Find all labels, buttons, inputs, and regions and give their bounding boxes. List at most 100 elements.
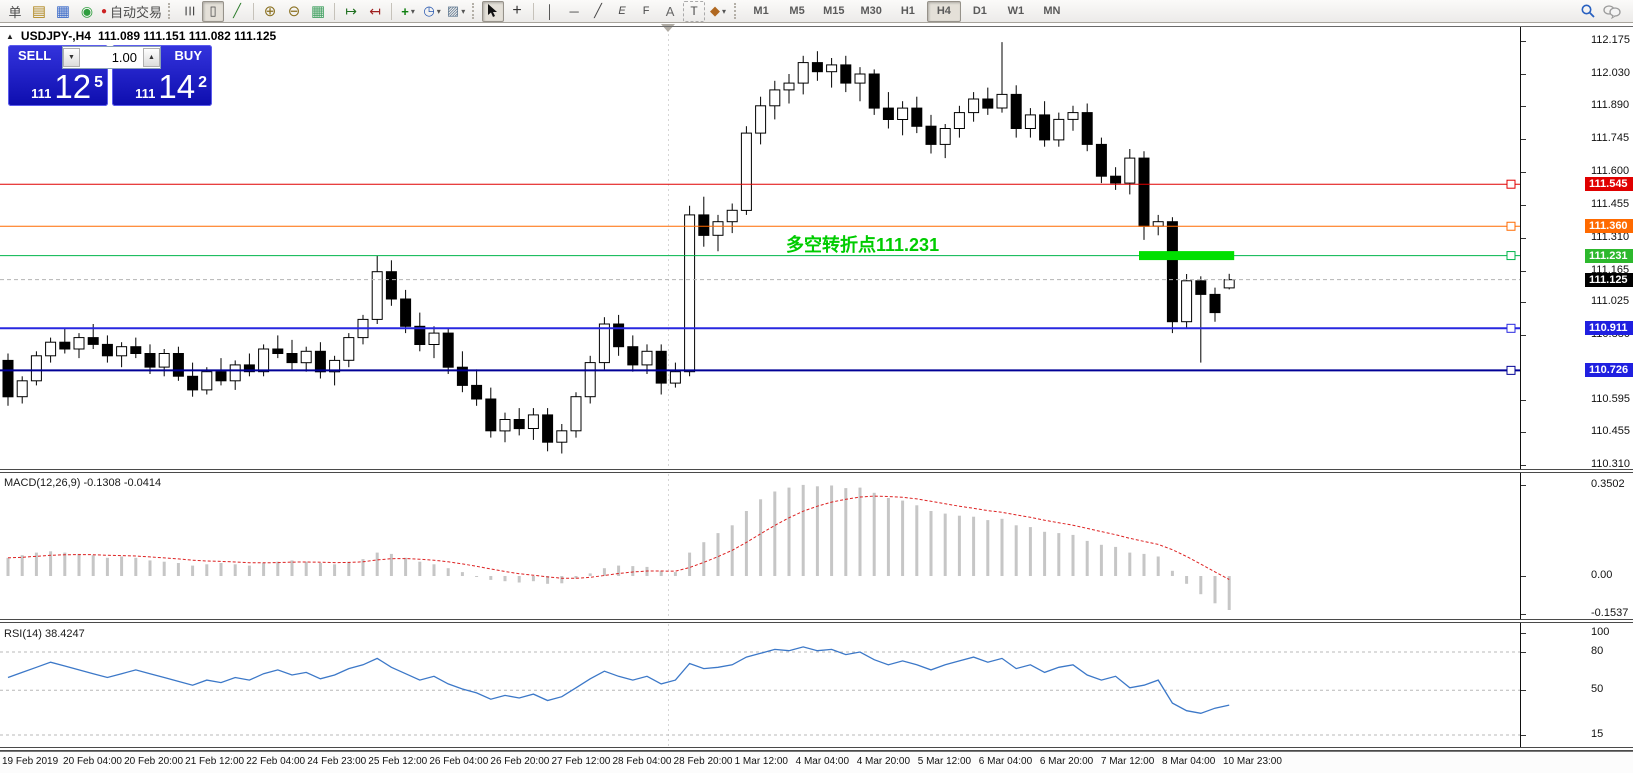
axis-tick-mark (1521, 484, 1526, 486)
new-order-button[interactable]: 单 (4, 1, 26, 22)
zoom-in-button[interactable]: ⊕ (263, 3, 277, 20)
sell-price: 111 12 5 (31, 68, 103, 105)
time-tick-label: 7 Mar 12:00 (1100, 756, 1155, 767)
buy-label: BUY (174, 48, 202, 63)
time-tick-label: 4 Mar 04:00 (795, 756, 850, 767)
zoom-out-button[interactable]: ⊖ (287, 3, 301, 20)
label-tool-button[interactable]: T (683, 0, 706, 22)
autotrading-button[interactable]: ● 自动交易 (100, 1, 163, 22)
chat-button[interactable] (1601, 1, 1623, 22)
timeframe-button-m1[interactable]: M1 (753, 5, 769, 17)
level-price-badge: 110.911 (1585, 321, 1633, 336)
timeframe-button-w1[interactable]: W1 (1007, 5, 1025, 17)
toolbar-gripper[interactable] (734, 3, 739, 19)
time-axis[interactable]: 19 Feb 2019 20 Feb 04:00 20 Feb 20:00 21 Fe… (0, 751, 1633, 773)
main-toolbar: 单 ▤ ▦ ◉ ● 自动交易 ☰ ▯ ╱ ⊕ ⊖ ▦ ↦ ↤ + ▾ ◷ ▾ ▨ ▾ … (0, 0, 1633, 23)
price-tick-label: 110.455 (1591, 424, 1630, 437)
time-tick-label: 28 Feb 20:00 (673, 756, 733, 767)
text-tool-button[interactable]: A (665, 3, 675, 19)
toolbar-gripper[interactable] (472, 3, 477, 19)
rsi-tick-label: 50 (1591, 683, 1604, 696)
new-chart-icon[interactable]: ▦ (55, 3, 71, 20)
time-tick-label: 1 Mar 12:00 (734, 756, 788, 767)
search-button[interactable] (1577, 1, 1599, 22)
time-tick-label: 28 Feb 04:00 (612, 756, 672, 767)
collapse-marker-icon[interactable]: ▲ (6, 31, 14, 41)
axis-tick-mark (1521, 302, 1526, 304)
axis-tick-mark (1521, 431, 1526, 433)
volume-increase-button[interactable]: ▲ (143, 48, 160, 67)
macd-tick-label: -0.1537 (1591, 607, 1629, 619)
alerts-icon[interactable]: ◉ (80, 2, 94, 19)
chart-window-border (0, 26, 1633, 27)
indicators-button[interactable]: + ▾ (397, 1, 419, 22)
rsi-indicator-label: RSI(14) 38.4247 (4, 628, 85, 640)
axis-tick-mark (1521, 400, 1526, 402)
symbol-period-label: USDJPY-,H4 (20, 29, 91, 43)
axis-tick-mark (1521, 204, 1526, 206)
price-tick-label: 111.025 (1591, 295, 1630, 308)
indicators-icon: + (401, 3, 409, 19)
shapes-button[interactable]: ◆ ▾ (707, 1, 729, 22)
buy-price-pip: 2 (198, 74, 207, 91)
price-chart-canvas[interactable] (0, 0, 1520, 773)
template-icon: ▨ (446, 3, 460, 18)
chart-shift-button[interactable]: ↤ (369, 2, 381, 19)
search-icon (1581, 4, 1595, 18)
market-watch-icon[interactable]: ▤ (31, 3, 47, 20)
rsi-tick-label: 15 (1591, 728, 1604, 740)
level-price-badge: 111.360 (1585, 219, 1633, 234)
sell-label: SELL (18, 48, 52, 63)
macd-indicator-label: MACD(12,26,9) -0.1308 -0.0414 (4, 477, 162, 489)
timeframe-button-h1[interactable]: H1 (900, 5, 915, 17)
time-tick-label: 19 Feb 2019 (2, 756, 59, 767)
axis-tick-mark (1521, 138, 1526, 140)
chevron-down-icon: ▾ (722, 6, 727, 16)
pane-splitter-macd[interactable] (0, 469, 1633, 473)
templates-button[interactable]: ▨ ▾ (445, 1, 467, 22)
price-tick-label: 110.595 (1591, 393, 1630, 406)
price-axis[interactable]: 112.175 112.030 111.890 111.745 111.600 111.4… (1520, 27, 1633, 751)
vertical-line-button[interactable]: │ (546, 3, 555, 19)
candlestick-chart-button[interactable]: ▯ (202, 0, 225, 22)
crosshair-button[interactable]: + (512, 2, 522, 19)
line-chart-icon: ╱ (233, 3, 241, 18)
time-tick-label: 20 Feb 20:00 (124, 756, 184, 767)
sell-price-big: 12 (54, 68, 92, 105)
pivot-annotation-text[interactable]: 多空转折点111.231 (786, 235, 940, 255)
volume-field[interactable]: 1.00 (111, 50, 137, 65)
level-price-badge: 110.726 (1585, 363, 1633, 378)
timeframe-button-m5[interactable]: M5 (789, 5, 805, 17)
timeframe-button-h4[interactable]: H4 (926, 0, 961, 22)
auto-scroll-button[interactable]: ↦ (345, 2, 357, 19)
timeframe-group: M1 M5 M15 M30 H1 H4 D1 W1 MN (743, 0, 1070, 22)
axis-tick-mark (1521, 464, 1526, 466)
toolbar-gripper[interactable] (168, 3, 173, 19)
shapes-icon: ◆ (710, 3, 721, 18)
one-click-trading-panel: SELL 111 12 5 BUY 111 14 2 ▼ 1.00 ▲ (8, 45, 212, 106)
tile-windows-button[interactable]: ▦ (310, 3, 326, 20)
bar-chart-button[interactable]: ☰ (178, 1, 200, 22)
channel-button[interactable]: E (618, 5, 626, 17)
timeframe-button-m30[interactable]: M30 (860, 5, 882, 17)
timeframe-button-d1[interactable]: D1 (972, 5, 987, 17)
line-chart-button[interactable]: ╱ (226, 1, 248, 22)
periods-button[interactable]: ◷ ▾ (421, 1, 443, 22)
horizontal-line-button[interactable]: ─ (569, 3, 579, 19)
volume-decrease-button[interactable]: ▼ (63, 48, 80, 67)
price-tick-label: 111.600 (1591, 164, 1630, 177)
time-tick-label: 26 Feb 04:00 (429, 756, 489, 767)
fibonacci-button[interactable]: F (642, 5, 650, 17)
trendline-button[interactable]: ╱ (594, 3, 602, 18)
autotrading-icon: ● (101, 5, 108, 17)
sell-price-prefix: 111 (31, 86, 52, 101)
buy-price-big: 14 (158, 68, 196, 105)
axis-tick-mark (1521, 171, 1526, 173)
pane-splitter-bottom[interactable] (0, 747, 1633, 751)
timeframe-button-m15[interactable]: M15 (823, 5, 845, 17)
price-tick-label: 110.310 (1591, 457, 1630, 470)
chat-icon (1603, 4, 1621, 19)
cursor-button[interactable] (482, 0, 505, 22)
pane-splitter-rsi[interactable] (0, 619, 1633, 623)
timeframe-button-mn[interactable]: MN (1043, 5, 1061, 17)
